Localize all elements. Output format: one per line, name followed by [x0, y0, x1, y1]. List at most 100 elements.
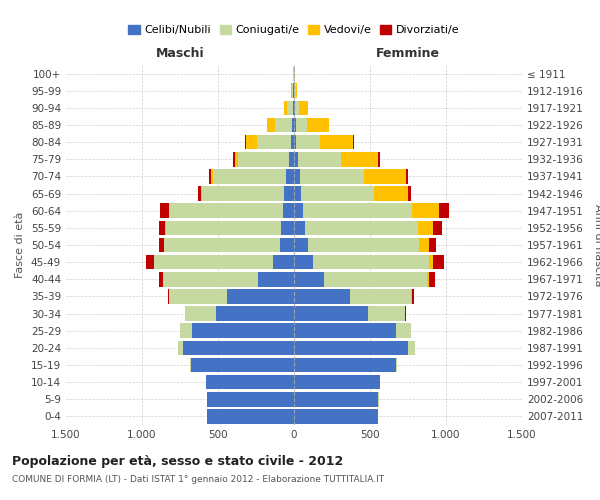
- Bar: [406, 169, 409, 184]
- Bar: [287, 100, 293, 115]
- Bar: [301, 186, 374, 201]
- Bar: [209, 169, 211, 184]
- Bar: [164, 238, 280, 252]
- Bar: [294, 324, 396, 338]
- Bar: [294, 289, 350, 304]
- Bar: [284, 100, 287, 115]
- Bar: [233, 152, 235, 166]
- Bar: [238, 152, 289, 166]
- Bar: [201, 186, 202, 201]
- Bar: [235, 152, 238, 166]
- Bar: [198, 186, 201, 201]
- Bar: [407, 186, 411, 201]
- Bar: [192, 324, 294, 338]
- Bar: [428, 238, 436, 252]
- Bar: [245, 135, 257, 150]
- Bar: [294, 238, 308, 252]
- Bar: [158, 272, 163, 286]
- Bar: [294, 272, 323, 286]
- Bar: [202, 186, 284, 201]
- Bar: [439, 204, 449, 218]
- Bar: [308, 238, 419, 252]
- Bar: [208, 392, 294, 406]
- Bar: [275, 118, 292, 132]
- Bar: [168, 289, 169, 304]
- Bar: [350, 289, 411, 304]
- Bar: [257, 272, 294, 286]
- Bar: [289, 152, 294, 166]
- Text: Popolazione per età, sesso e stato civile - 2012: Popolazione per età, sesso e stato civil…: [12, 455, 343, 468]
- Bar: [294, 100, 295, 115]
- Bar: [284, 186, 294, 201]
- Bar: [428, 255, 433, 270]
- Bar: [293, 100, 294, 115]
- Bar: [217, 306, 294, 321]
- Bar: [159, 238, 164, 252]
- Bar: [294, 204, 303, 218]
- Bar: [291, 135, 294, 150]
- Bar: [299, 100, 308, 115]
- Bar: [364, 169, 406, 184]
- Bar: [294, 358, 396, 372]
- Bar: [292, 84, 293, 98]
- Bar: [433, 255, 444, 270]
- Bar: [281, 220, 294, 235]
- Bar: [294, 255, 313, 270]
- Bar: [191, 358, 294, 372]
- Bar: [211, 169, 212, 184]
- Bar: [418, 220, 433, 235]
- Bar: [169, 289, 227, 304]
- Bar: [294, 409, 377, 424]
- Bar: [294, 118, 296, 132]
- Bar: [283, 204, 294, 218]
- Bar: [294, 375, 380, 390]
- Bar: [396, 358, 397, 372]
- Bar: [374, 186, 407, 201]
- Bar: [154, 255, 273, 270]
- Bar: [273, 255, 294, 270]
- Bar: [408, 340, 415, 355]
- Bar: [159, 220, 165, 235]
- Bar: [294, 152, 298, 166]
- Bar: [396, 324, 411, 338]
- Bar: [257, 135, 291, 150]
- Bar: [166, 220, 281, 235]
- Bar: [293, 84, 294, 98]
- Y-axis label: Anni di nascita: Anni di nascita: [593, 204, 600, 286]
- Bar: [206, 375, 294, 390]
- Text: Maschi: Maschi: [155, 47, 205, 60]
- Legend: Celibi/Nubili, Coniugati/e, Vedovi/e, Divorziati/e: Celibi/Nubili, Coniugati/e, Vedovi/e, Di…: [124, 20, 464, 40]
- Bar: [368, 306, 405, 321]
- Bar: [307, 118, 329, 132]
- Bar: [294, 186, 301, 201]
- Bar: [378, 152, 380, 166]
- Bar: [178, 340, 183, 355]
- Bar: [411, 289, 412, 304]
- Bar: [294, 392, 379, 406]
- Bar: [427, 272, 429, 286]
- Bar: [300, 169, 364, 184]
- Bar: [313, 255, 428, 270]
- Bar: [268, 118, 275, 132]
- Bar: [169, 204, 283, 218]
- Bar: [296, 135, 320, 150]
- Bar: [412, 204, 439, 218]
- Bar: [286, 169, 294, 184]
- Bar: [180, 324, 192, 338]
- Bar: [146, 255, 154, 270]
- Bar: [163, 272, 257, 286]
- Bar: [212, 169, 286, 184]
- Bar: [305, 220, 418, 235]
- Bar: [294, 306, 368, 321]
- Y-axis label: Fasce di età: Fasce di età: [16, 212, 25, 278]
- Bar: [190, 358, 191, 372]
- Bar: [296, 84, 297, 98]
- Bar: [294, 220, 305, 235]
- Bar: [160, 204, 169, 218]
- Bar: [296, 118, 307, 132]
- Bar: [294, 169, 300, 184]
- Bar: [185, 306, 217, 321]
- Bar: [298, 152, 341, 166]
- Bar: [294, 340, 408, 355]
- Bar: [208, 409, 294, 424]
